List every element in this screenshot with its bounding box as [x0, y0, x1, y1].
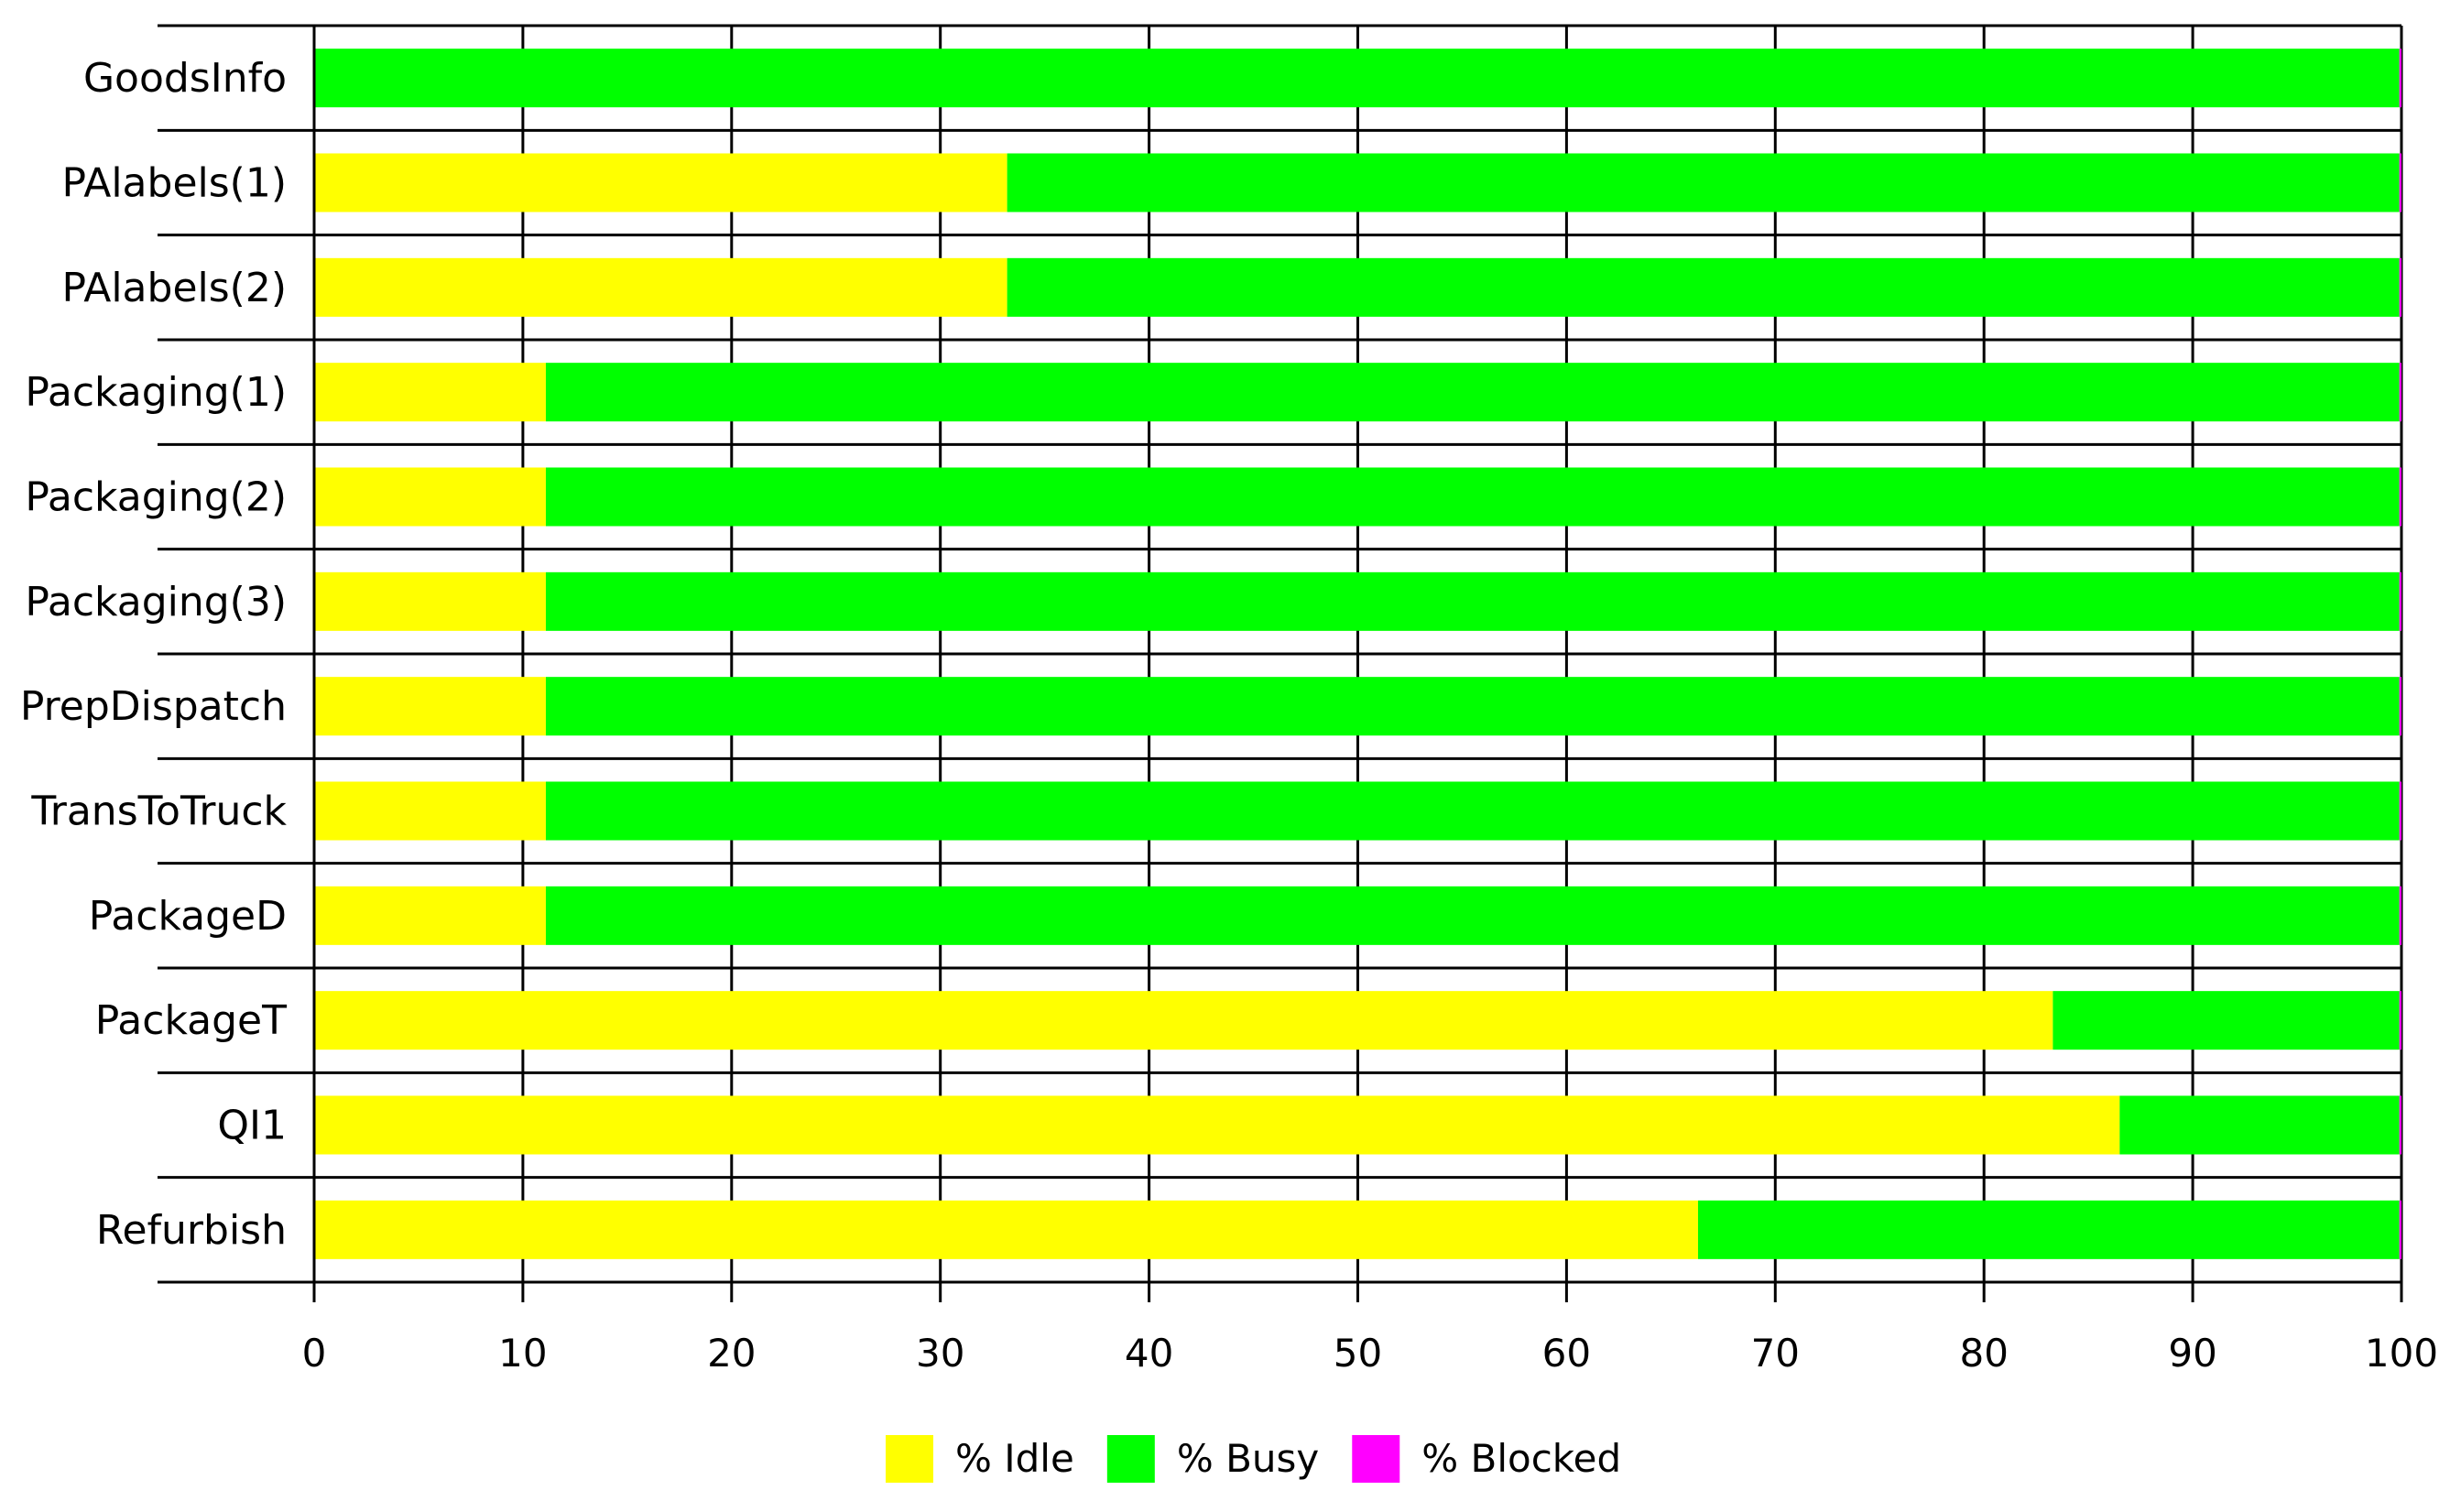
bar-packaging-3-busy [545, 571, 2400, 631]
legend: % Idle % Busy % Blocked [886, 1435, 1621, 1483]
x-tick-label: 20 [707, 1331, 756, 1376]
x-tick-label: 90 [2168, 1331, 2216, 1376]
bar-refurbish-idle [314, 1200, 1698, 1259]
category-label: Packaging(1) [25, 369, 287, 416]
x-tick-label: 70 [1751, 1331, 1800, 1376]
x-tick-label: 50 [1334, 1331, 1382, 1376]
category-label: PrepDispatch [20, 683, 287, 730]
bar-palabels-2-idle [314, 257, 1007, 317]
bar-packaging-1-busy [545, 363, 2400, 422]
category-label: PackageD [89, 893, 287, 940]
bar-prepdispatch-blocked [2399, 677, 2401, 736]
bar-packaging-2-idle [314, 467, 546, 527]
bar-qi1-busy [2119, 1095, 2400, 1155]
bar-packaging-1-blocked [2399, 363, 2401, 422]
bar-goodsinfo-busy [314, 49, 2400, 108]
x-tick-label: 100 [2365, 1331, 2438, 1376]
bar-packaging-3-idle [314, 571, 546, 631]
gridlines [158, 24, 2403, 1302]
category-labels: GoodsInfo PAlabels(1) PAlabels(2) Packaging… [20, 55, 288, 1254]
bar-goodsinfo-blocked [2399, 49, 2401, 108]
category-label: PackageT [95, 997, 287, 1044]
legend-label-blocked: % Blocked [1421, 1436, 1621, 1481]
legend-label-busy: % Busy [1177, 1436, 1319, 1481]
bar-packaging-2-busy [545, 467, 2400, 527]
bar-transtotruck-busy [545, 781, 2400, 841]
x-tick-label: 0 [302, 1331, 327, 1376]
bar-transtotruck-blocked [2399, 781, 2401, 841]
category-label: PAlabels(2) [62, 265, 287, 311]
category-label: PAlabels(1) [62, 160, 287, 207]
bar-palabels-1-idle [314, 153, 1007, 212]
category-label: QI1 [217, 1103, 287, 1149]
bar-packaging-3-blocked [2399, 571, 2401, 631]
bar-palabels-1-blocked [2399, 153, 2401, 212]
bar-packaget-blocked [2399, 991, 2401, 1050]
category-label: TransToTruck [30, 789, 287, 835]
x-tick-label: 60 [1542, 1331, 1591, 1376]
bar-prepdispatch-busy [545, 677, 2400, 736]
bar-qi1-blocked [2399, 1095, 2401, 1155]
bar-refurbish-blocked [2399, 1200, 2401, 1259]
bar-palabels-1-busy [1007, 153, 2400, 212]
bar-prepdispatch-idle [314, 677, 546, 736]
axes [158, 26, 2401, 1302]
x-tick-label: 10 [498, 1331, 547, 1376]
category-label: Refurbish [96, 1207, 287, 1254]
bar-refurbish-busy [1697, 1200, 2400, 1259]
category-label: GoodsInfo [83, 55, 287, 102]
bar-packaget-idle [314, 991, 2053, 1050]
bar-packaging-2-blocked [2399, 467, 2401, 527]
bar-transtotruck-idle [314, 781, 546, 841]
x-tick-label: 40 [1125, 1331, 1173, 1376]
bar-qi1-idle [314, 1095, 2120, 1155]
legend-swatch-blocked [1352, 1435, 1400, 1483]
x-tick-label: 30 [916, 1331, 964, 1376]
bar-packaged-blocked [2399, 886, 2401, 945]
legend-label-idle: % Idle [955, 1436, 1074, 1481]
legend-swatch-busy [1106, 1435, 1155, 1483]
bar-packaget-busy [2053, 991, 2400, 1050]
legend-swatch-idle [886, 1435, 933, 1483]
bar-palabels-2-busy [1007, 257, 2400, 317]
category-label: Packaging(3) [25, 579, 287, 625]
bar-palabels-2-blocked [2399, 257, 2401, 317]
category-label: Packaging(2) [25, 474, 287, 521]
bar-packaged-busy [545, 886, 2400, 945]
x-tick-label: 80 [1959, 1331, 2008, 1376]
x-tick-labels: 0 10 20 30 40 50 60 70 80 90 100 [302, 1331, 2438, 1376]
bars [314, 49, 2401, 1259]
bar-packaged-idle [314, 886, 546, 945]
bar-packaging-1-idle [314, 363, 546, 422]
